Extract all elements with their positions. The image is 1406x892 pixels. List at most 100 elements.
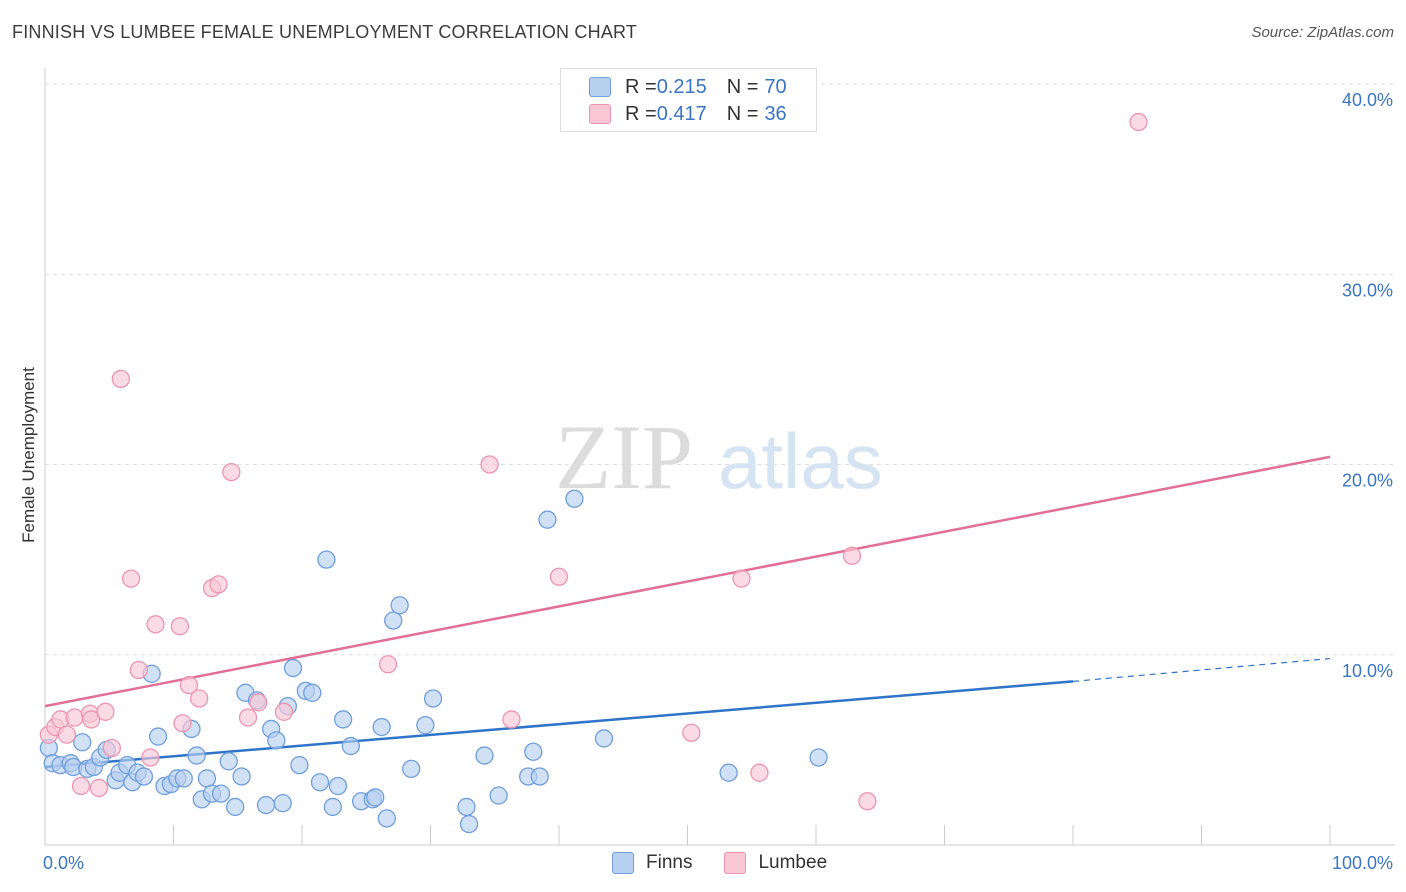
trend-lines — [44, 455, 1331, 769]
legend-row-finns: R = 0.215 N = 70 — [589, 75, 787, 99]
finns-point — [256, 795, 276, 815]
finns-point — [459, 814, 479, 834]
correlation-legend: R = 0.215 N = 70 R = 0.417 N = 36 — [560, 68, 817, 132]
watermark-atlas: atlas — [718, 417, 883, 505]
lumbee-point — [502, 710, 521, 729]
finns-point — [524, 742, 543, 761]
x-tick-label-min: 0.0% — [43, 853, 84, 873]
lumbee-point — [57, 725, 76, 744]
finns-point — [457, 797, 476, 817]
finns-point — [283, 658, 303, 678]
chart-title: FINNISH VS LUMBEE FEMALE UNEMPLOYMENT CO… — [12, 22, 638, 42]
y-tick-label: 40.0% — [1342, 90, 1393, 110]
finns-point — [73, 733, 92, 752]
y-tick-label: 20.0% — [1342, 471, 1393, 491]
data-points — [39, 112, 1148, 834]
lumbee-point — [378, 655, 398, 674]
finns-point — [390, 596, 409, 615]
y-tick-label: 10.0% — [1342, 661, 1393, 681]
finns-point — [402, 759, 421, 779]
finns-point — [341, 736, 360, 756]
finns-point — [174, 769, 193, 788]
finns-trend-line — [44, 680, 1074, 769]
finns-point — [303, 683, 322, 702]
lumbee-point — [190, 689, 209, 708]
lumbee-point — [238, 708, 258, 727]
finns-legend-label: Finns — [646, 852, 693, 873]
finns-point — [267, 731, 286, 750]
finns-point — [719, 763, 738, 782]
finns-point — [328, 776, 348, 796]
finns-point — [565, 489, 584, 508]
finns-point — [148, 727, 168, 746]
lumbee-legend-swatch — [724, 852, 747, 874]
lumbee-point — [82, 710, 101, 729]
lumbee-point — [682, 723, 701, 742]
lumbee-point — [96, 702, 115, 721]
lumbee-point — [102, 738, 121, 758]
finns-point — [323, 797, 342, 817]
finns-point — [232, 767, 251, 786]
lumbee-point — [170, 617, 190, 636]
finns-r-value: 0.215 — [656, 75, 707, 98]
finns-trend-extension — [1072, 657, 1331, 682]
finns-point — [219, 752, 238, 771]
chart-source: Source: ZipAtlas.com — [1251, 24, 1394, 41]
legend-row-lumbee: R = 0.417 N = 36 — [589, 102, 787, 126]
finns-point — [809, 748, 828, 767]
lumbee-point — [209, 575, 228, 594]
lumbee-point — [1129, 112, 1148, 132]
lumbee-point — [111, 369, 130, 389]
finns-point — [372, 717, 391, 737]
lumbee-r-label: R = — [625, 102, 657, 125]
lumbee-point — [222, 462, 241, 482]
finns-point — [310, 773, 330, 792]
finns-point — [197, 769, 217, 788]
finns-point — [416, 715, 435, 735]
lumbee-point — [750, 763, 769, 782]
lumbee-point — [179, 676, 199, 695]
axes — [44, 68, 1395, 846]
lumbee-swatch — [589, 104, 611, 124]
finns-n-label: N = — [726, 75, 759, 98]
lumbee-point — [129, 660, 148, 680]
lumbee-point — [146, 615, 165, 634]
lumbee-point — [173, 714, 192, 733]
lumbee-n-value: 36 — [764, 102, 787, 125]
finns-point — [187, 746, 206, 765]
finns-point — [384, 611, 403, 630]
legend-item-finns: Finns — [612, 852, 692, 874]
finns-point — [475, 746, 494, 765]
lumbee-n-label: N = — [726, 102, 759, 125]
series-legend: Finns Lumbee — [612, 852, 859, 874]
lumbee-point — [274, 702, 294, 721]
lumbee-point — [89, 778, 109, 798]
finns-point — [594, 729, 614, 748]
finns-point — [530, 767, 549, 786]
lumbee-point — [65, 708, 84, 727]
finns-swatch — [589, 77, 611, 97]
axis-labels: 10.0% 20.0% 30.0% 40.0% 0.0% 100.0% Female Une… — [19, 90, 1393, 873]
finns-point — [273, 793, 292, 813]
lumbee-legend-label: Lumbee — [758, 852, 828, 873]
x-tick-label-max: 100.0% — [1332, 853, 1393, 873]
lumbee-point — [480, 455, 499, 474]
lumbee-point — [121, 569, 141, 588]
lumbee-point — [141, 748, 160, 767]
finns-r-label: R = — [625, 75, 657, 98]
y-axis-label: Female Unemployment — [19, 367, 38, 543]
finns-n-value: 70 — [764, 75, 787, 98]
finns-point — [317, 550, 336, 569]
finns-point — [423, 689, 443, 708]
lumbee-point — [71, 776, 91, 796]
finns-point — [377, 809, 396, 828]
finns-legend-swatch — [612, 852, 634, 874]
lumbee-point — [249, 693, 268, 712]
legend-item-lumbee: Lumbee — [724, 852, 827, 874]
finns-point — [333, 710, 353, 729]
grid-lines — [45, 83, 1395, 656]
watermark: ZIP atlas — [555, 406, 883, 508]
y-tick-label: 30.0% — [1342, 280, 1393, 300]
finns-point — [489, 786, 508, 805]
